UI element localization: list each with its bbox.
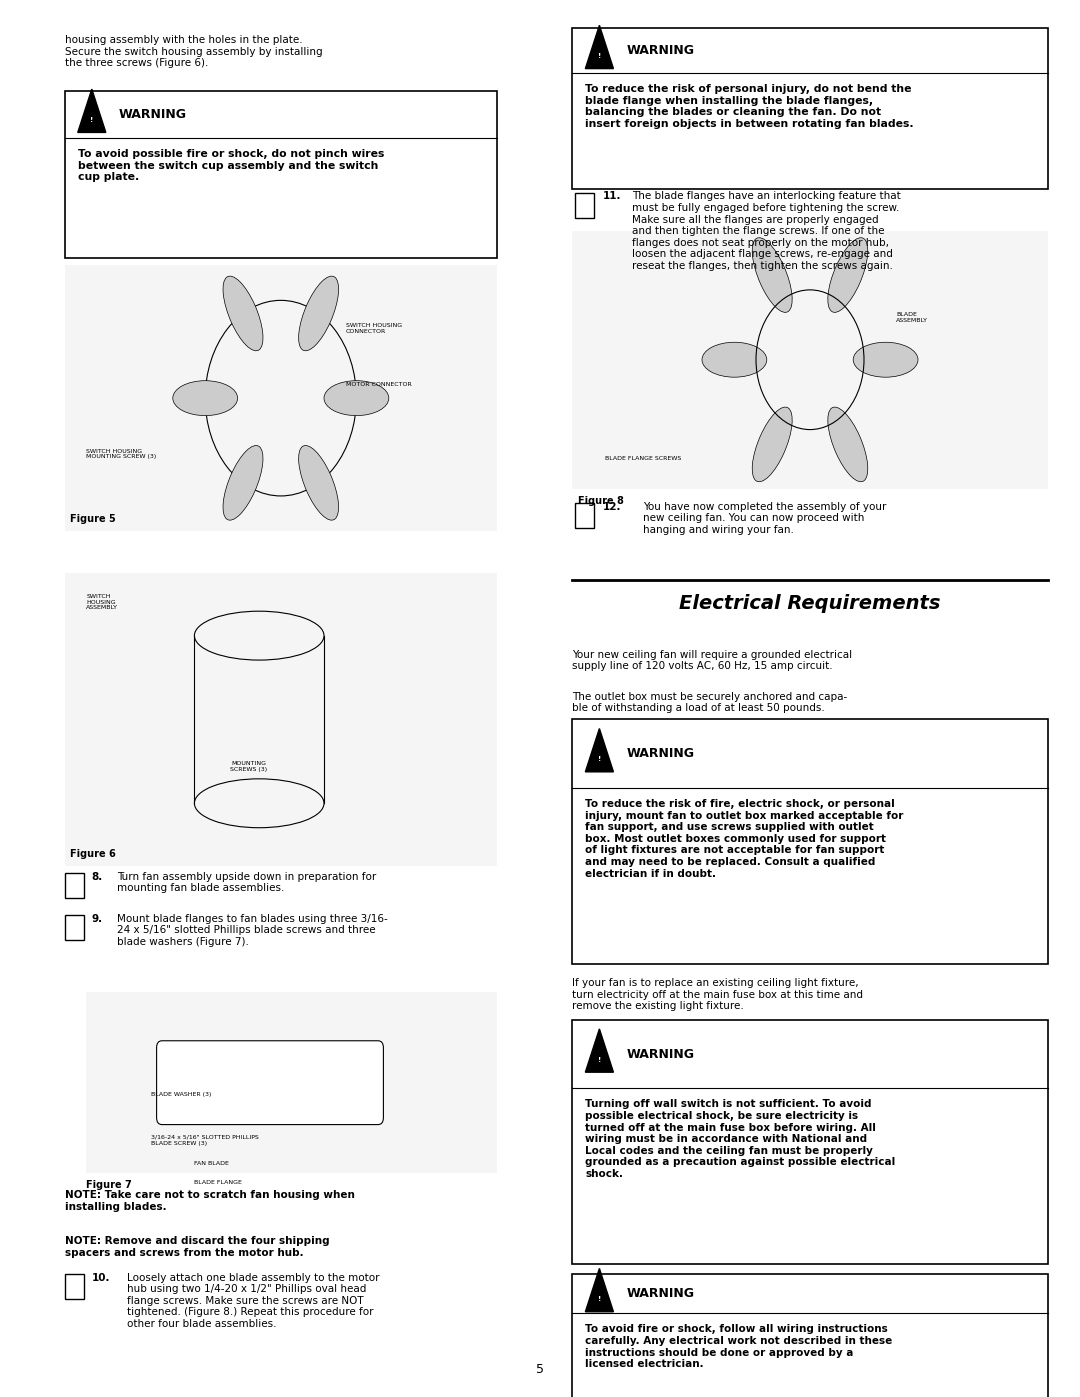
Text: housing assembly with the holes in the plate.
Secure the switch housing assembly: housing assembly with the holes in the p…	[65, 35, 323, 68]
FancyBboxPatch shape	[157, 1041, 383, 1125]
Text: Figure 5: Figure 5	[70, 514, 116, 524]
FancyBboxPatch shape	[572, 1274, 1048, 1397]
Text: You have now completed the assembly of your
new ceiling fan. You can now proceed: You have now completed the assembly of y…	[643, 502, 886, 535]
Text: Turning off wall switch is not sufficient. To avoid
possible electrical shock, b: Turning off wall switch is not sufficien…	[585, 1099, 895, 1179]
Text: NOTE: Take care not to scratch fan housing when
installing blades.: NOTE: Take care not to scratch fan housi…	[65, 1190, 354, 1211]
Text: 12.: 12.	[603, 502, 621, 511]
Text: Turn fan assembly upside down in preparation for
mounting fan blade assemblies.: Turn fan assembly upside down in prepara…	[117, 872, 376, 893]
Ellipse shape	[224, 277, 262, 351]
Text: MOTOR CONNECTOR: MOTOR CONNECTOR	[346, 381, 411, 387]
Ellipse shape	[753, 407, 792, 482]
Text: Loosely attach one blade assembly to the motor
hub using two 1/4-20 x 1/2" Phill: Loosely attach one blade assembly to the…	[127, 1273, 380, 1329]
Text: Figure 8: Figure 8	[578, 496, 623, 506]
Text: WARNING: WARNING	[626, 747, 694, 760]
Text: To reduce the risk of personal injury, do not bend the
blade flange when install: To reduce the risk of personal injury, d…	[585, 84, 914, 129]
Text: BLADE FLANGE SCREWS: BLADE FLANGE SCREWS	[605, 455, 681, 461]
Text: 8.: 8.	[92, 872, 103, 882]
FancyBboxPatch shape	[572, 231, 1048, 489]
Text: 3/16-24 x 5/16" SLOTTED PHILLIPS
BLADE SCREW (3): 3/16-24 x 5/16" SLOTTED PHILLIPS BLADE S…	[151, 1134, 259, 1146]
Text: 10.: 10.	[92, 1273, 110, 1282]
Text: SWITCH HOUSING
CONNECTOR: SWITCH HOUSING CONNECTOR	[346, 323, 402, 334]
Text: BLADE WASHER (3): BLADE WASHER (3)	[151, 1091, 212, 1097]
Polygon shape	[585, 1028, 613, 1073]
FancyBboxPatch shape	[65, 873, 84, 898]
FancyBboxPatch shape	[65, 573, 497, 866]
FancyBboxPatch shape	[65, 915, 84, 940]
Text: FAN BLADE: FAN BLADE	[194, 1161, 229, 1166]
Text: WARNING: WARNING	[626, 1287, 694, 1301]
Text: The outlet box must be securely anchored and capa-
ble of withstanding a load of: The outlet box must be securely anchored…	[572, 692, 848, 712]
Text: 11.: 11.	[603, 191, 621, 201]
Text: If your fan is to replace an existing ceiling light fixture,
turn electricity of: If your fan is to replace an existing ce…	[572, 978, 863, 1011]
Text: 5: 5	[536, 1363, 544, 1376]
Polygon shape	[585, 729, 613, 773]
Polygon shape	[585, 25, 613, 68]
Ellipse shape	[173, 380, 238, 416]
Ellipse shape	[299, 277, 338, 351]
Text: !: !	[597, 1296, 602, 1302]
Text: !: !	[597, 756, 602, 763]
Text: To avoid fire or shock, follow all wiring instructions
carefully. Any electrical: To avoid fire or shock, follow all wirin…	[585, 1324, 892, 1369]
Text: SWITCH
HOUSING
ASSEMBLY: SWITCH HOUSING ASSEMBLY	[86, 594, 119, 610]
Text: To avoid possible fire or shock, do not pinch wires
between the switch cup assem: To avoid possible fire or shock, do not …	[78, 149, 384, 182]
Text: WARNING: WARNING	[626, 43, 694, 57]
Ellipse shape	[702, 342, 767, 377]
Text: MOUNTING
SCREWS (3): MOUNTING SCREWS (3)	[230, 761, 267, 773]
Ellipse shape	[224, 446, 262, 520]
Text: Your new ceiling fan will require a grounded electrical
supply line of 120 volts: Your new ceiling fan will require a grou…	[572, 650, 852, 671]
Text: 9.: 9.	[92, 914, 103, 923]
Ellipse shape	[853, 342, 918, 377]
FancyBboxPatch shape	[65, 265, 497, 531]
Text: SWITCH HOUSING
MOUNTING SCREW (3): SWITCH HOUSING MOUNTING SCREW (3)	[86, 448, 157, 460]
FancyBboxPatch shape	[575, 193, 594, 218]
Text: !: !	[90, 117, 94, 123]
Ellipse shape	[753, 237, 792, 313]
FancyBboxPatch shape	[575, 503, 594, 528]
Polygon shape	[78, 89, 106, 133]
Text: Figure 7: Figure 7	[86, 1180, 132, 1190]
Text: Figure 6: Figure 6	[70, 849, 116, 859]
Text: WARNING: WARNING	[626, 1048, 694, 1060]
FancyBboxPatch shape	[572, 1020, 1048, 1264]
Text: BLADE FLANGE: BLADE FLANGE	[194, 1180, 242, 1186]
FancyBboxPatch shape	[86, 992, 497, 1173]
Polygon shape	[585, 1268, 613, 1312]
Ellipse shape	[324, 380, 389, 416]
FancyBboxPatch shape	[572, 719, 1048, 964]
FancyBboxPatch shape	[65, 1274, 84, 1299]
Ellipse shape	[828, 237, 867, 313]
FancyBboxPatch shape	[65, 91, 497, 258]
Ellipse shape	[299, 446, 338, 520]
FancyBboxPatch shape	[572, 28, 1048, 189]
Text: BLADE
ASSEMBLY: BLADE ASSEMBLY	[896, 313, 929, 323]
Text: Mount blade flanges to fan blades using three 3/16-
24 x 5/16" slotted Phillips : Mount blade flanges to fan blades using …	[117, 914, 388, 947]
Text: The blade flanges have an interlocking feature that
must be fully engaged before: The blade flanges have an interlocking f…	[632, 191, 901, 271]
Ellipse shape	[828, 407, 867, 482]
Text: Electrical Requirements: Electrical Requirements	[679, 594, 941, 613]
Text: WARNING: WARNING	[119, 108, 187, 120]
Text: To reduce the risk of fire, electric shock, or personal
injury, mount fan to out: To reduce the risk of fire, electric sho…	[585, 799, 904, 879]
Text: !: !	[597, 53, 602, 59]
Text: !: !	[597, 1056, 602, 1063]
Text: NOTE: Remove and discard the four shipping
spacers and screws from the motor hub: NOTE: Remove and discard the four shippi…	[65, 1236, 329, 1257]
